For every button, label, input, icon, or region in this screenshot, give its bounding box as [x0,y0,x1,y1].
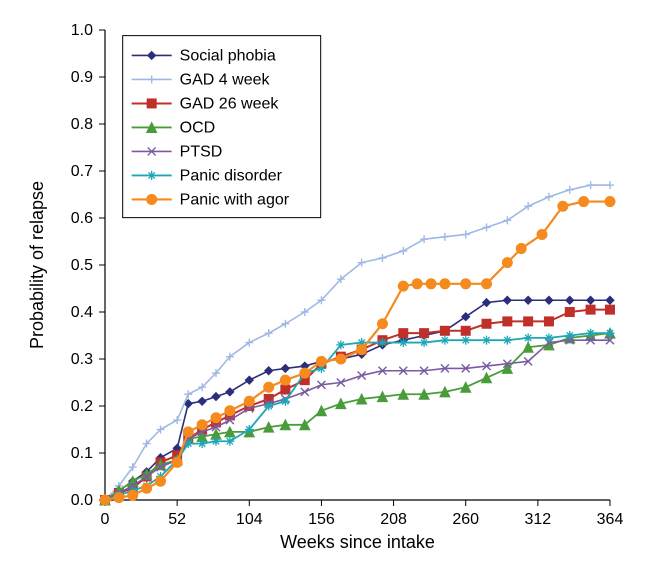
x-tick-label: 104 [236,511,263,528]
x-tick-label: 312 [525,511,552,528]
y-tick-label: 0.3 [71,351,93,368]
y-tick-label: 0.5 [71,257,93,274]
x-tick-label: 0 [101,511,110,528]
x-tick-label: 208 [380,511,407,528]
y-tick-label: 0.0 [71,492,93,509]
y-tick-label: 0.2 [71,398,93,415]
relapse-probability-chart: 0 52 104 156 208 260 312 364 0.0 0.1 0.2 0.3 0.4 0.5 0… [0,0,645,568]
legend-label: GAD 4 week [180,71,271,88]
legend-label: GAD 26 week [180,95,280,112]
x-tick-label: 52 [168,511,186,528]
legend-label: OCD [180,119,216,136]
y-tick-label: 0.7 [71,163,93,180]
x-tick-label: 156 [308,511,335,528]
x-axis-label: Weeks since intake [280,532,435,552]
y-tick-label: 0.9 [71,69,93,86]
x-tick-label: 260 [452,511,479,528]
y-tick-label: 0.6 [71,210,93,227]
y-tick-label: 0.4 [71,304,93,321]
y-tick-label: 0.8 [71,116,93,133]
y-axis-label: Probability of relapse [27,181,47,349]
x-tick-label: 364 [597,511,624,528]
legend-label: Panic with agor [180,191,290,208]
legend: Social phobia GAD 4 week GAD 26 week OCD PTS… [123,36,321,218]
legend-label: PTSD [180,143,223,160]
y-tick-label: 0.1 [71,445,93,462]
legend-label: Social phobia [180,47,276,64]
y-tick-label: 1.0 [71,22,93,39]
legend-label: Panic disorder [180,167,283,184]
